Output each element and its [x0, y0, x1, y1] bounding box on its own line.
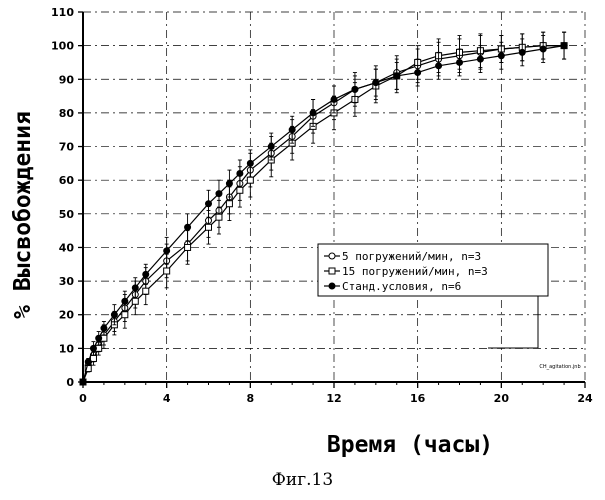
x-tick-label: 8	[247, 392, 255, 405]
data-point-square	[237, 187, 243, 193]
y-tick-label: 90	[59, 73, 75, 86]
chart-legend: 5 погружений/мин, n=3 15 погружений/мин, …	[318, 244, 548, 348]
data-point-filled-circle	[373, 80, 379, 86]
data-point-filled-circle	[85, 359, 91, 365]
data-point-filled-circle	[80, 379, 86, 385]
y-tick-label: 10	[59, 342, 75, 355]
data-point-filled-circle	[132, 285, 138, 291]
y-tick-label: 30	[59, 275, 75, 288]
series-1	[80, 32, 567, 385]
x-axis-title: Время (часы)	[327, 432, 493, 458]
release-chart: 0 10 20 30 40 50 60 70 80 90 100 110 0 4 8 12 16 20 24 5 п…	[0, 0, 605, 470]
x-tick-label: 24	[577, 392, 593, 405]
data-point-filled-circle	[329, 283, 335, 289]
data-point-filled-circle	[436, 63, 442, 69]
data-point-filled-circle	[237, 170, 243, 176]
data-point-square	[132, 298, 138, 304]
data-point-filled-circle	[394, 73, 400, 79]
data-point-square	[329, 268, 335, 274]
y-tick-label: 60	[59, 174, 75, 187]
data-point-square	[185, 244, 191, 250]
data-point-square	[206, 224, 212, 230]
data-point-filled-circle	[498, 53, 504, 59]
y-tick-label: 100	[51, 40, 74, 53]
tick-labels: 0 10 20 30 40 50 60 70 80 90 100 110 0 4 8 12 16 20 24	[51, 6, 593, 405]
legend-label: Станд.условия, n=6	[342, 280, 461, 293]
y-tick-label: 110	[51, 6, 74, 19]
series-layer	[80, 32, 567, 385]
chart-axes	[78, 12, 585, 388]
y-tick-label: 70	[59, 141, 75, 154]
y-tick-label: 50	[59, 208, 75, 221]
data-point-filled-circle	[268, 144, 274, 150]
legend-label: 5 погружений/мин, n=3	[342, 250, 481, 263]
data-point-filled-circle	[226, 181, 232, 187]
y-tick-label: 80	[59, 107, 75, 120]
data-point-filled-circle	[352, 86, 358, 92]
x-tick-label: 4	[163, 392, 171, 405]
data-point-square	[164, 268, 170, 274]
data-point-filled-circle	[457, 59, 463, 65]
data-point-filled-circle	[247, 160, 253, 166]
data-point-filled-circle	[540, 46, 546, 52]
data-point-square	[247, 177, 253, 183]
data-point-filled-circle	[185, 224, 191, 230]
data-point-square	[143, 288, 149, 294]
data-point-filled-circle	[122, 298, 128, 304]
data-point-filled-circle	[477, 56, 483, 62]
data-point-filled-circle	[519, 49, 525, 55]
x-tick-label: 0	[79, 392, 87, 405]
watermark-label: CH_agitation.jnb	[539, 364, 580, 370]
series-0	[80, 32, 567, 385]
data-point-filled-circle	[164, 248, 170, 254]
chart-grid	[83, 12, 585, 382]
data-point-filled-circle	[310, 110, 316, 116]
data-point-filled-circle	[101, 325, 107, 331]
y-tick-label: 0	[66, 376, 74, 389]
data-point-filled-circle	[561, 43, 567, 49]
data-point-square	[226, 201, 232, 207]
figure-caption: Фиг.13	[0, 470, 605, 490]
data-point-filled-circle	[90, 345, 96, 351]
x-tick-label: 16	[410, 392, 426, 405]
legend-label: 15 погружений/мин, n=3	[342, 265, 488, 278]
data-point-filled-circle	[111, 312, 117, 318]
data-point-filled-circle	[289, 127, 295, 133]
y-axis-title: % Высвобождения	[10, 111, 36, 319]
data-point-circle	[329, 253, 335, 259]
data-point-square	[122, 312, 128, 318]
data-point-filled-circle	[96, 335, 102, 341]
data-point-filled-circle	[216, 191, 222, 197]
x-tick-label: 20	[494, 392, 510, 405]
y-tick-label: 20	[59, 309, 75, 322]
y-tick-label: 40	[59, 241, 75, 254]
data-point-square	[216, 214, 222, 220]
series-2	[80, 32, 567, 385]
data-point-filled-circle	[143, 271, 149, 277]
data-point-filled-circle	[331, 96, 337, 102]
data-point-filled-circle	[415, 70, 421, 76]
data-point-filled-circle	[206, 201, 212, 207]
x-tick-label: 12	[326, 392, 341, 405]
